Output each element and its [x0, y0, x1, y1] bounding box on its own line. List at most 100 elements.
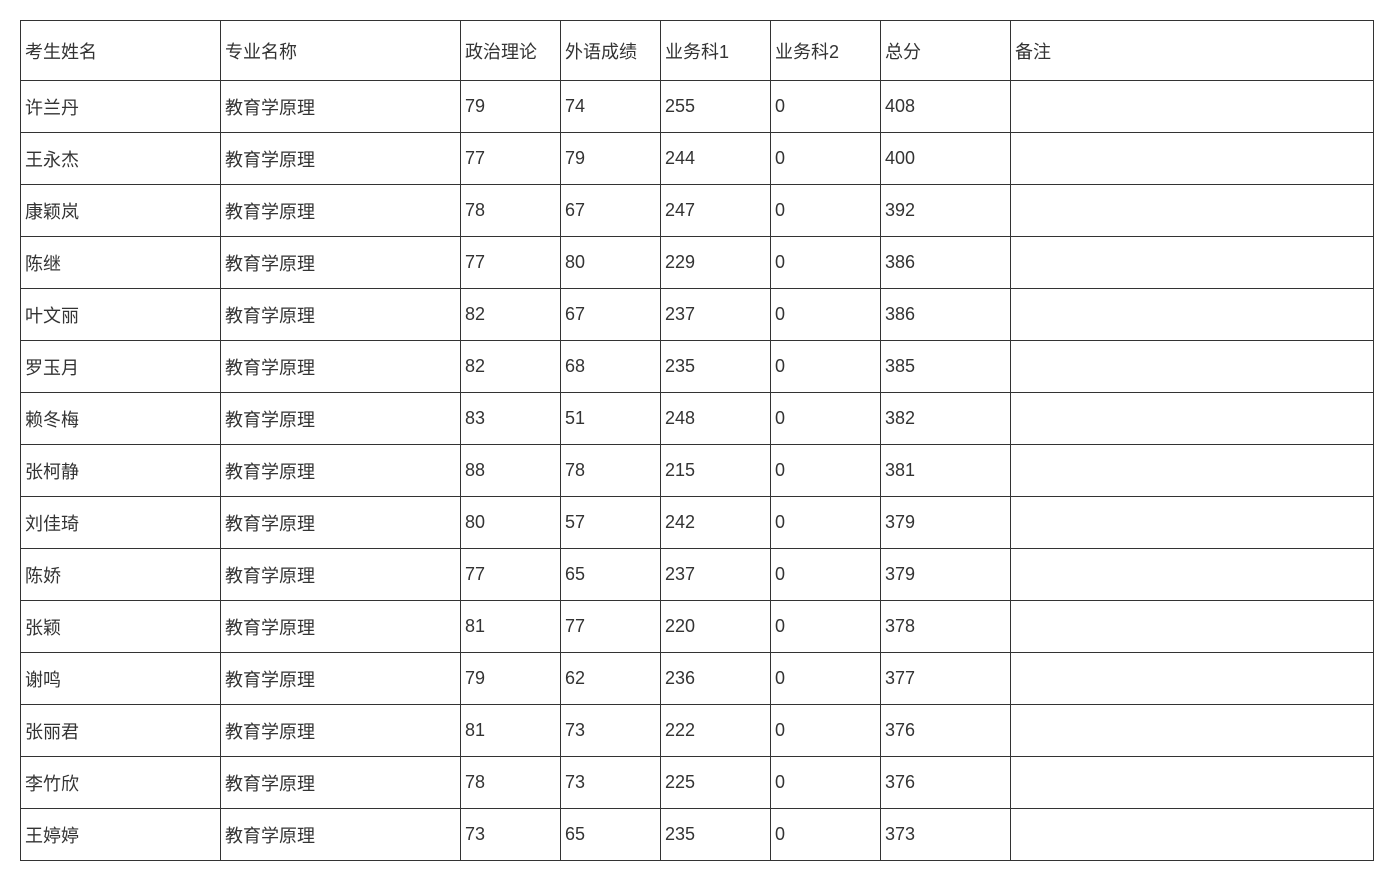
table-cell	[1011, 237, 1374, 289]
table-cell: 379	[881, 549, 1011, 601]
table-cell: 王婷婷	[21, 809, 221, 861]
table-cell: 0	[771, 757, 881, 809]
table-cell: 0	[771, 601, 881, 653]
table-cell: 教育学原理	[221, 809, 461, 861]
table-cell: 教育学原理	[221, 289, 461, 341]
table-cell: 67	[561, 185, 661, 237]
table-cell: 73	[461, 809, 561, 861]
table-header-row: 考生姓名 专业名称 政治理论 外语成绩 业务科1 业务科2 总分 备注	[21, 21, 1374, 81]
table-cell: 79	[461, 653, 561, 705]
table-cell	[1011, 393, 1374, 445]
table-cell: 0	[771, 497, 881, 549]
table-cell	[1011, 133, 1374, 185]
table-row: 康颖岚教育学原理78672470392	[21, 185, 1374, 237]
table-cell: 379	[881, 497, 1011, 549]
table-cell: 81	[461, 601, 561, 653]
table-cell: 88	[461, 445, 561, 497]
table-cell: 78	[461, 185, 561, 237]
table-cell: 0	[771, 133, 881, 185]
table-cell: 康颖岚	[21, 185, 221, 237]
table-cell: 教育学原理	[221, 185, 461, 237]
table-cell: 74	[561, 81, 661, 133]
table-cell: 51	[561, 393, 661, 445]
table-cell: 235	[661, 341, 771, 393]
table-cell	[1011, 601, 1374, 653]
table-row: 张丽君教育学原理81732220376	[21, 705, 1374, 757]
table-cell	[1011, 705, 1374, 757]
table-cell: 教育学原理	[221, 497, 461, 549]
table-cell: 许兰丹	[21, 81, 221, 133]
table-cell: 张丽君	[21, 705, 221, 757]
table-cell: 247	[661, 185, 771, 237]
table-cell: 教育学原理	[221, 393, 461, 445]
table-cell: 0	[771, 341, 881, 393]
table-cell: 236	[661, 653, 771, 705]
table-cell: 陈继	[21, 237, 221, 289]
table-cell: 222	[661, 705, 771, 757]
table-cell: 张颖	[21, 601, 221, 653]
table-cell	[1011, 445, 1374, 497]
table-cell: 77	[461, 133, 561, 185]
table-row: 赖冬梅教育学原理83512480382	[21, 393, 1374, 445]
table-cell: 陈娇	[21, 549, 221, 601]
table-cell: 0	[771, 81, 881, 133]
table-cell: 77	[461, 549, 561, 601]
table-cell	[1011, 549, 1374, 601]
table-row: 谢鸣教育学原理79622360377	[21, 653, 1374, 705]
table-cell: 李竹欣	[21, 757, 221, 809]
table-cell: 教育学原理	[221, 601, 461, 653]
table-cell	[1011, 809, 1374, 861]
table-cell: 0	[771, 393, 881, 445]
table-cell: 82	[461, 289, 561, 341]
table-cell: 237	[661, 289, 771, 341]
table-body: 许兰丹教育学原理79742550408王永杰教育学原理77792440400康颖…	[21, 81, 1374, 861]
table-cell: 0	[771, 705, 881, 757]
col-header-subject1: 业务科1	[661, 21, 771, 81]
table-cell	[1011, 497, 1374, 549]
table-cell: 教育学原理	[221, 341, 461, 393]
table-cell: 教育学原理	[221, 133, 461, 185]
table-row: 刘佳琦教育学原理80572420379	[21, 497, 1374, 549]
table-cell: 王永杰	[21, 133, 221, 185]
table-cell: 255	[661, 81, 771, 133]
table-cell: 392	[881, 185, 1011, 237]
col-header-politics: 政治理论	[461, 21, 561, 81]
table-cell: 215	[661, 445, 771, 497]
table-cell: 248	[661, 393, 771, 445]
table-cell: 78	[461, 757, 561, 809]
table-cell: 82	[461, 341, 561, 393]
table-cell: 386	[881, 237, 1011, 289]
table-cell: 80	[561, 237, 661, 289]
table-cell: 376	[881, 757, 1011, 809]
table-cell: 235	[661, 809, 771, 861]
table-row: 王婷婷教育学原理73652350373	[21, 809, 1374, 861]
table-cell: 237	[661, 549, 771, 601]
table-cell: 教育学原理	[221, 549, 461, 601]
table-cell	[1011, 757, 1374, 809]
table-cell: 79	[561, 133, 661, 185]
table-row: 李竹欣教育学原理78732250376	[21, 757, 1374, 809]
table-cell: 67	[561, 289, 661, 341]
table-cell: 叶文丽	[21, 289, 221, 341]
table-cell: 65	[561, 809, 661, 861]
table-cell: 73	[561, 705, 661, 757]
table-cell: 62	[561, 653, 661, 705]
table-cell: 83	[461, 393, 561, 445]
table-cell: 教育学原理	[221, 653, 461, 705]
table-cell: 381	[881, 445, 1011, 497]
table-cell: 244	[661, 133, 771, 185]
table-cell	[1011, 653, 1374, 705]
col-header-foreign: 外语成绩	[561, 21, 661, 81]
table-cell: 教育学原理	[221, 757, 461, 809]
table-row: 许兰丹教育学原理79742550408	[21, 81, 1374, 133]
table-cell: 0	[771, 445, 881, 497]
table-cell: 0	[771, 289, 881, 341]
table-cell: 377	[881, 653, 1011, 705]
table-cell: 68	[561, 341, 661, 393]
table-cell: 80	[461, 497, 561, 549]
table-cell: 教育学原理	[221, 237, 461, 289]
table-cell: 谢鸣	[21, 653, 221, 705]
table-cell: 229	[661, 237, 771, 289]
table-row: 张颖教育学原理81772200378	[21, 601, 1374, 653]
table-cell: 73	[561, 757, 661, 809]
